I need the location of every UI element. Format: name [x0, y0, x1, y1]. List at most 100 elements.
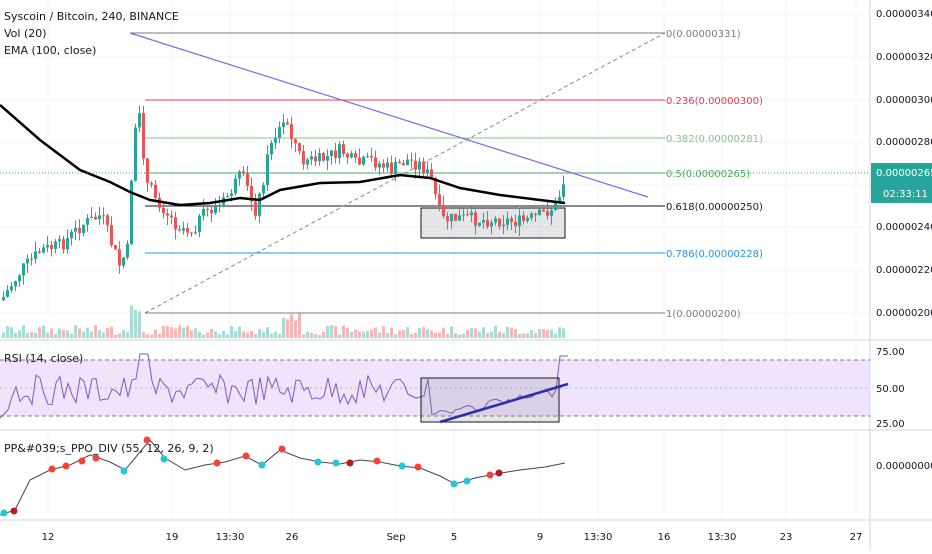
candle-body [466, 214, 469, 216]
volume-bar [326, 326, 329, 338]
rsi-tick-label: 50.00 [876, 384, 905, 395]
volume-bar [470, 328, 473, 338]
candle-body [142, 113, 145, 159]
rsi-divergence-trendline[interactable] [439, 382, 569, 424]
candle-body [394, 161, 397, 174]
candle-body [514, 221, 517, 227]
volume-bar [238, 326, 241, 338]
volume-bar [494, 325, 497, 338]
volume-bar [122, 330, 125, 338]
volume-legend[interactable]: Vol (20) [4, 27, 47, 40]
volume-bar [26, 333, 29, 338]
fib-retracement[interactable]: 0(0.00000331) 0.236(0.00000300) 0.382(0.00… [130, 29, 763, 320]
candle-body [362, 156, 365, 165]
ppo-legend[interactable]: PP&#039;s_PPO_DIV (55, 12, 26, 9, 2) [4, 442, 214, 455]
symbol-title[interactable]: Syscoin / Bitcoin, 240, BINANCE [4, 10, 179, 23]
volume-bar [214, 331, 217, 338]
volume-bar [170, 327, 173, 338]
time-tick-label: 12 [42, 532, 55, 543]
volume-bar [38, 327, 41, 338]
candle-body [214, 206, 217, 214]
candle-body [130, 180, 133, 244]
candle-body [122, 257, 125, 266]
candle-body [490, 222, 493, 227]
rsi-legend[interactable]: RSI (14, close) [4, 352, 84, 365]
volume-bar [266, 327, 269, 338]
volume-bar [66, 330, 69, 338]
candle-body [26, 258, 29, 264]
fib-level-label: 1(0.00000200) [666, 309, 741, 320]
ppo-dot [332, 459, 340, 467]
candle-body [90, 216, 93, 219]
time-axis[interactable]: 12 19 13:30 26 Sep 5 9 13:30 16 13:30 23 27 [42, 532, 863, 543]
candle-body [414, 160, 417, 170]
candle-body [262, 184, 265, 194]
price-tick-label: 0.00000240 [876, 222, 932, 233]
fib-level-label: 0.382(0.00000281) [666, 134, 763, 145]
candle-body [542, 209, 545, 212]
candle-body [234, 178, 237, 194]
candle-body [74, 227, 77, 232]
ppo-dot [314, 458, 322, 466]
volume-bar [322, 331, 325, 338]
volume-bar [174, 328, 177, 338]
ppo-dot [10, 507, 18, 515]
volume-bar [234, 331, 237, 338]
volume-bar [390, 327, 393, 338]
volume-bar [538, 329, 541, 338]
volume-bar [278, 333, 281, 338]
volume-bar [18, 330, 21, 338]
volume-bar [246, 332, 249, 338]
ppo-axis-tick: 0.00000000 [876, 461, 932, 472]
ema-legend[interactable]: EMA (100, close) [4, 44, 97, 57]
candle-body [10, 286, 13, 291]
fib-level-label: 0.618(0.00000250) [666, 202, 763, 213]
candle-body [82, 224, 85, 233]
candle-body [98, 215, 101, 220]
candle-body [246, 173, 249, 187]
volume-bar [506, 326, 509, 338]
candle-body [278, 127, 281, 138]
time-tick-label: 13:30 [584, 532, 613, 543]
ppo-dot [0, 509, 8, 517]
candle-body [354, 153, 357, 158]
candle-body [450, 213, 453, 222]
volume-bar [290, 314, 293, 338]
candle-body [118, 249, 121, 266]
candle-body [282, 122, 285, 128]
volume-bar [258, 329, 261, 338]
candle-body [270, 142, 273, 155]
volume-bar [394, 334, 397, 338]
volume-bar [474, 328, 477, 338]
volume-bar [98, 330, 101, 338]
candle-body [106, 215, 109, 226]
volume-bar [178, 325, 181, 338]
candle-body [66, 238, 69, 250]
candle-body [242, 171, 245, 174]
ppo-dot [450, 480, 458, 488]
ppo-divergence-dots [0, 436, 503, 517]
volume-bar [262, 331, 265, 338]
volume-bar [522, 333, 525, 338]
ppo-dot [463, 477, 471, 485]
volume-bar [58, 328, 61, 338]
candle-body [538, 209, 541, 215]
rsi-box-annotation[interactable] [420, 377, 560, 423]
candle-body [94, 216, 97, 220]
candle-body [498, 218, 501, 227]
candle-body [34, 251, 37, 259]
volume-bar [358, 331, 361, 338]
volume-bar [306, 331, 309, 338]
candle-body [398, 161, 401, 164]
candle-body [510, 218, 513, 222]
candle-body [146, 158, 149, 184]
descending-trend-line[interactable] [129, 32, 649, 198]
candle-body [138, 113, 141, 128]
current-price-badge [871, 163, 932, 203]
candle-body [446, 216, 449, 222]
volume-bar [30, 332, 33, 338]
volume-bar [342, 325, 345, 338]
rsi-axis[interactable]: 75.00 50.00 25.00 [876, 347, 905, 430]
